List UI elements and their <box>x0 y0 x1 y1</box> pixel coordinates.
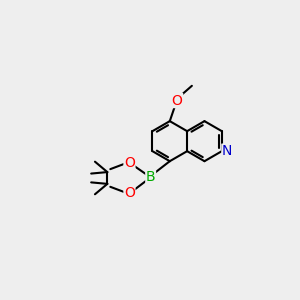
Text: N: N <box>222 144 232 158</box>
Text: O: O <box>124 156 135 170</box>
Text: O: O <box>124 186 135 200</box>
Text: B: B <box>146 170 155 184</box>
Text: O: O <box>172 94 183 107</box>
